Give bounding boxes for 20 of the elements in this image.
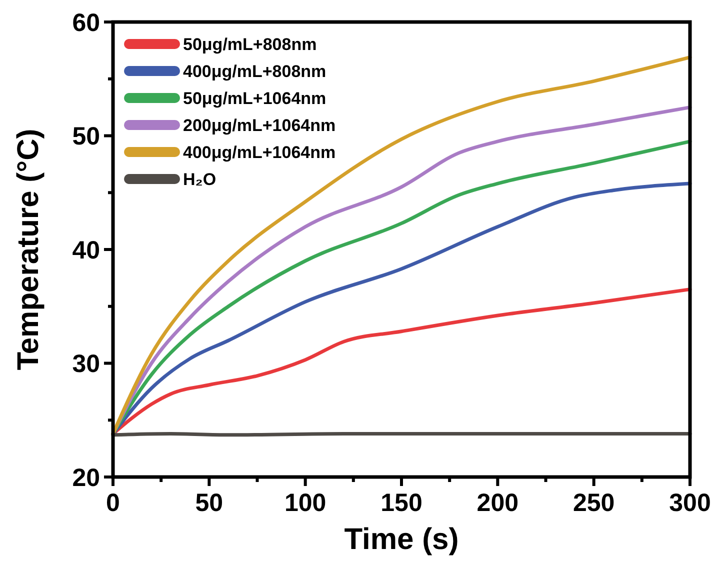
y-tick-label: 60 — [72, 8, 100, 37]
legend-label: 50μg/mL+1064nm — [183, 88, 326, 108]
y-axis-title: Temperature (°C) — [12, 128, 45, 370]
x-tick-label: 300 — [669, 489, 711, 517]
x-axis-title: Time (s) — [344, 523, 459, 556]
legend-label: 400μg/mL+808nm — [183, 62, 326, 81]
legend-label: H₂O — [183, 170, 216, 189]
legend-label: 400μg/mL+1064nm — [183, 142, 336, 162]
x-tick-label: 250 — [572, 489, 615, 517]
y-tick-label: 20 — [72, 464, 100, 492]
y-tick-label: 50 — [72, 122, 100, 150]
x-tick-label: 0 — [106, 489, 120, 517]
x-tick-label: 100 — [284, 489, 326, 517]
legend-label: 50μg/mL+808nm — [183, 34, 317, 54]
y-tick-label: 30 — [72, 350, 100, 378]
x-tick-label: 150 — [380, 489, 422, 517]
legend-label: 200μg/mL+1064nm — [183, 116, 336, 135]
y-tick-label: 40 — [72, 236, 100, 264]
x-tick-label: 50 — [195, 489, 224, 517]
x-tick-label: 200 — [476, 489, 519, 517]
